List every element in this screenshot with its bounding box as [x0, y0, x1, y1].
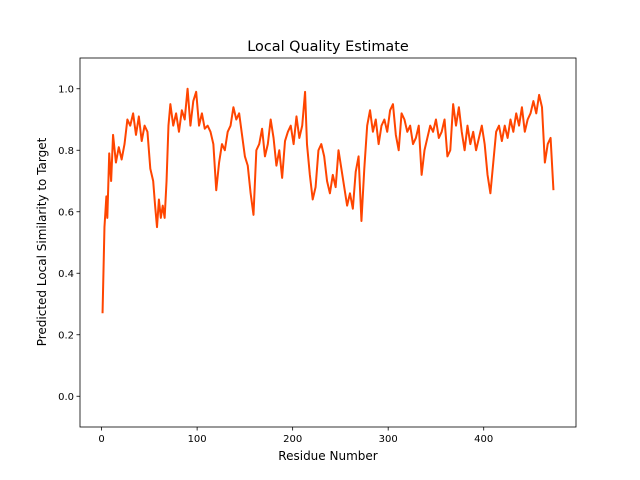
x-tick-label: 400 — [474, 434, 493, 445]
x-tick-label: 200 — [283, 434, 302, 445]
y-tick-label: 0.8 — [58, 146, 74, 157]
y-tick-label: 0.6 — [58, 207, 74, 218]
y-tick-label: 1.0 — [58, 84, 74, 95]
x-tick-label: 100 — [188, 434, 207, 445]
chart-title: Local Quality Estimate — [247, 39, 409, 55]
plot-frame — [79, 57, 577, 428]
y-tick-label: 0.4 — [58, 269, 74, 280]
x-axis-label: Residue Number — [278, 449, 377, 463]
y-tick-label: 0.2 — [58, 330, 74, 341]
y-axis-label: Predicted Local Similarity to Target — [35, 137, 49, 346]
y-tick-label: 0.0 — [58, 392, 74, 403]
x-tick-label: 0 — [98, 434, 104, 445]
data-line — [101, 87, 555, 314]
x-tick-label: 300 — [379, 434, 398, 445]
